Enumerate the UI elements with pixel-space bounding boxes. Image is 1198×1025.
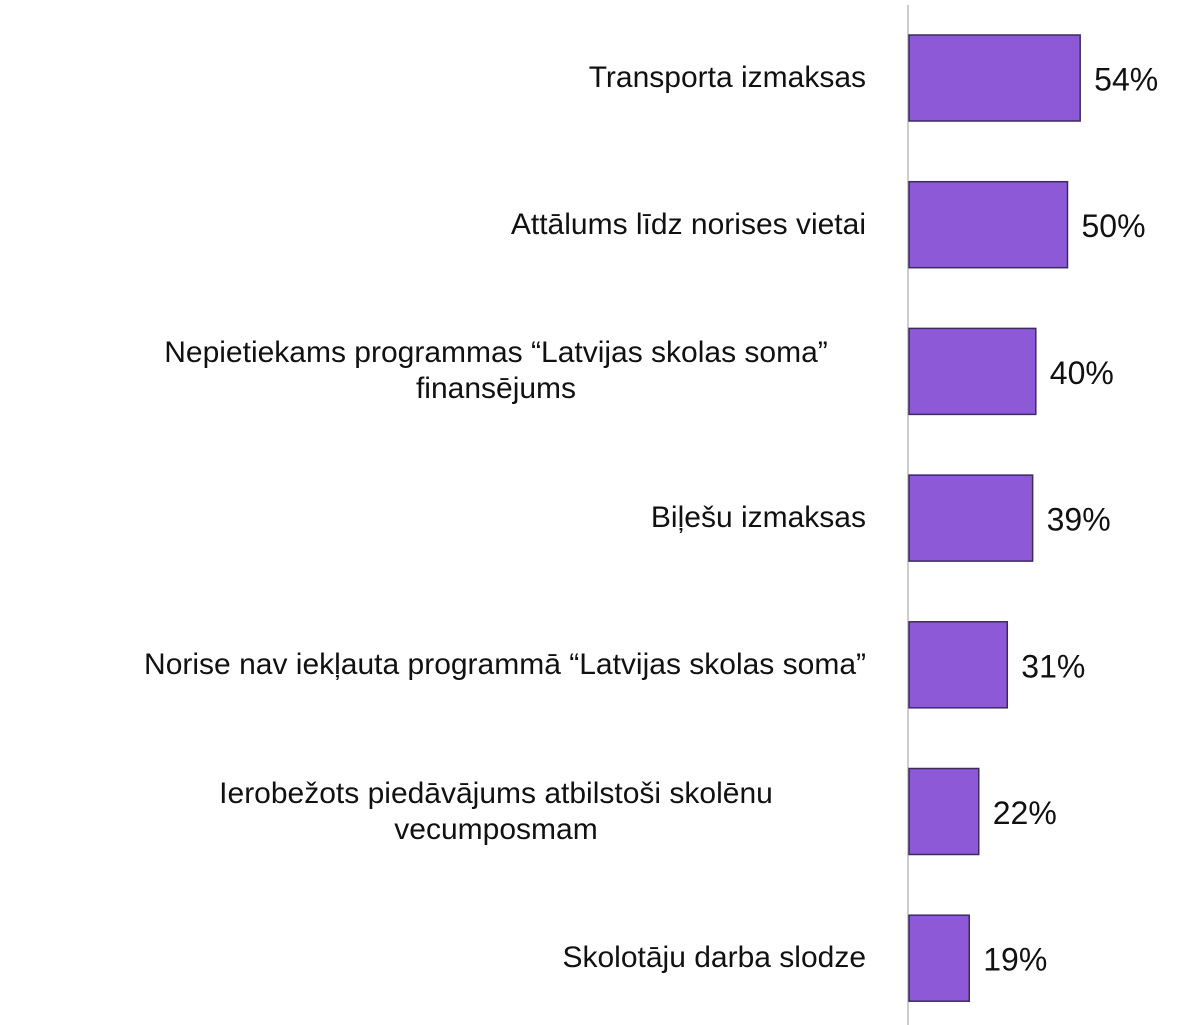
category-label-box: Norise nav iekļauta programmā “Latvijas …	[126, 615, 866, 715]
value-label: 54%	[1094, 61, 1158, 97]
value-label: 39%	[1047, 502, 1111, 538]
category-label-box: Attālums līdz norises vietai	[126, 175, 866, 275]
bar	[908, 914, 970, 1002]
category-label: Ierobežots piedāvājums atbilstoši skolēn…	[219, 776, 773, 846]
category-label: Transporta izmaksas	[588, 61, 866, 94]
bar	[908, 474, 1034, 562]
category-label-box: Biļešu izmaksas	[126, 468, 866, 568]
value-label: 50%	[1082, 208, 1146, 244]
category-label: Attālums līdz norises vietai	[510, 207, 866, 241]
bar	[908, 621, 1009, 709]
category-label-box: Nepietiekams programmas “Latvijas skolas…	[126, 321, 866, 421]
bar	[908, 767, 980, 856]
category-label: Skolotāju darba slodze	[562, 941, 866, 975]
value-label: 19%	[983, 942, 1047, 978]
category-label-box: Skolotāju darba slodze	[126, 908, 866, 1008]
category-label-box: Ierobežots piedāvājums atbilstoši skolēn…	[126, 762, 866, 862]
value-label: 22%	[993, 795, 1057, 831]
category-label-box: Transporta izmaksas	[126, 28, 866, 128]
value-label: 40%	[1050, 355, 1114, 391]
bar	[908, 327, 1037, 416]
bar	[908, 180, 1069, 269]
category-label: Biļešu izmaksas	[650, 501, 866, 535]
category-label: Norise nav iekļauta programmā “Latvijas …	[144, 647, 866, 681]
category-label: Nepietiekams programmas “Latvijas skolas…	[164, 336, 828, 406]
bar	[908, 34, 1081, 122]
value-label: 31%	[1021, 648, 1085, 684]
